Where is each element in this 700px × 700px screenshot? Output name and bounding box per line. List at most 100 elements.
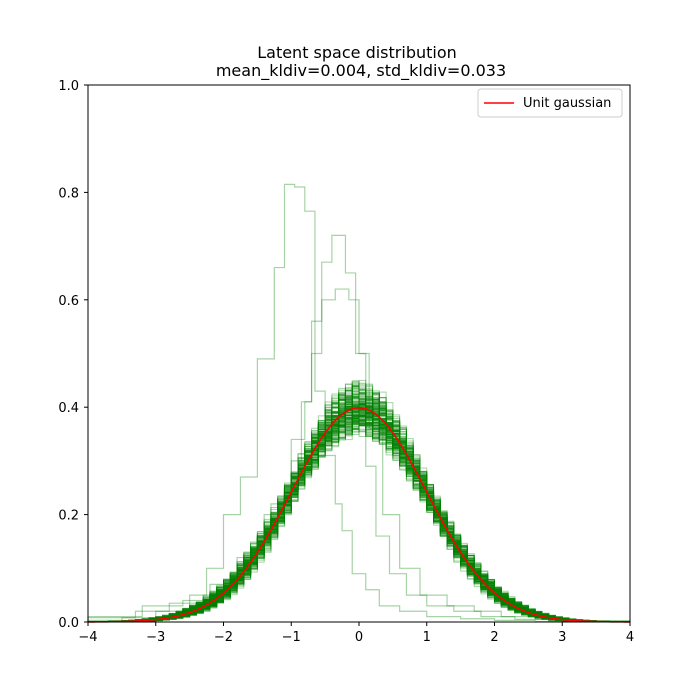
chart-title-line2: mean_kldiv=0.004, std_kldiv=0.033	[216, 61, 506, 81]
plot-area: −4 −3 −2 −1 0 1 2 3 4 0.0 0.2 0.4 0.6 0.8 1.0	[58, 79, 634, 645]
bundle-histogram	[87, 407, 631, 623]
bundle-histogram	[87, 409, 631, 623]
bundle-histogram	[87, 409, 631, 623]
bundle-histogram	[87, 405, 631, 623]
bundle-histogram	[87, 400, 631, 623]
bundle-histogram	[87, 387, 631, 623]
bundle-histogram	[87, 421, 631, 623]
bundle-histogram	[87, 408, 631, 623]
bundle-histogram	[87, 388, 631, 623]
bundle-histogram	[87, 414, 631, 623]
bundle-histogram	[87, 391, 631, 623]
y-tick-label: 0.6	[58, 294, 79, 309]
bundle-histogram	[87, 418, 631, 623]
axes-background	[88, 85, 630, 622]
bundle-histogram	[87, 410, 631, 623]
x-tick-label: 3	[558, 630, 566, 645]
bundle-histogram	[87, 408, 631, 623]
bundle-histogram	[87, 416, 631, 623]
bundle-histogram	[87, 413, 631, 623]
bundle-histogram	[87, 406, 631, 623]
bundle-histogram	[87, 408, 631, 623]
bundle-histogram	[87, 403, 631, 623]
bundle-histogram	[87, 401, 631, 623]
bundle-histogram	[87, 408, 631, 623]
bundle-histogram	[87, 389, 631, 623]
y-tick-label: 1.0	[58, 79, 79, 94]
bundle-histogram	[87, 408, 631, 623]
unit-gaussian-layer	[87, 406, 631, 623]
bundle-histogram	[87, 397, 631, 623]
bundle-histogram	[87, 408, 631, 623]
bundle-histogram	[87, 406, 631, 623]
bundle-histogram	[87, 413, 631, 623]
bundle-histogram	[87, 417, 631, 623]
bundle-histogram	[87, 416, 631, 623]
bundle-histogram	[87, 418, 631, 623]
bundle-histogram	[87, 407, 631, 623]
bundle-histogram	[87, 415, 631, 623]
x-tick-label: −3	[146, 630, 165, 645]
y-tick-label: 0.8	[58, 186, 79, 201]
outlier-histograms-layer	[87, 183, 631, 623]
bundle-histogram	[87, 410, 631, 623]
bundle-histogram	[87, 406, 631, 623]
bundle-histogram	[87, 415, 631, 623]
bundle-histogram	[87, 402, 631, 623]
x-tick-label: −1	[282, 630, 301, 645]
bundle-histogram	[87, 415, 631, 623]
bundle-histogram	[87, 408, 631, 623]
bundle-histogram	[87, 406, 631, 623]
y-tick-label: 0.2	[58, 509, 79, 524]
bundle-histogram	[87, 384, 631, 623]
bundle-histogram	[87, 382, 631, 623]
bundle-histogram	[87, 404, 631, 623]
bundle-histogram	[87, 407, 631, 623]
y-tick-label: 0.0	[58, 616, 79, 631]
bundle-histogram	[87, 407, 631, 623]
bundle-histogram	[87, 406, 631, 623]
x-axis-ticks: −4 −3 −2 −1 0 1 2 3 4	[78, 622, 634, 645]
bundle-histogram	[87, 400, 631, 623]
unit-gaussian-line	[87, 406, 631, 623]
legend-box	[477, 88, 623, 118]
x-tick-label: 0	[355, 630, 363, 645]
bundle-histogram	[87, 412, 631, 623]
bundle-histogram	[87, 408, 631, 623]
bundle-histogram	[87, 407, 631, 623]
bundle-histogram	[87, 384, 631, 623]
bundle-histogram	[87, 407, 631, 623]
outlier-histogram-3	[87, 288, 631, 622]
x-tick-label: 4	[626, 630, 634, 645]
bundle-histogram	[87, 406, 631, 623]
bundle-histogram	[87, 401, 631, 623]
bundle-histogram	[87, 410, 631, 623]
bundle-histogram	[87, 403, 631, 623]
chart-title-line1: Latent space distribution	[257, 43, 457, 62]
bundle-histogram	[87, 409, 631, 623]
bundle-histogram	[87, 379, 631, 623]
bundle-histogram	[87, 407, 631, 623]
y-tick-label: 0.4	[58, 401, 79, 416]
legend: Unit gaussian	[477, 88, 623, 118]
outlier-histogram-1	[87, 183, 631, 623]
bundle-histogram	[87, 409, 631, 623]
bundle-histogram	[87, 403, 631, 623]
bundle-histogram	[87, 383, 631, 623]
bundle-histogram	[87, 383, 631, 623]
bundle-histogram	[87, 410, 631, 623]
bundle-histogram	[87, 383, 631, 623]
x-tick-label: 2	[490, 630, 498, 645]
bundle-histogram	[87, 411, 631, 623]
bundle-histogram	[87, 420, 631, 623]
y-axis-ticks: 0.0 0.2 0.4 0.6 0.8 1.0	[58, 79, 88, 631]
x-tick-label: −4	[78, 630, 97, 645]
bundle-histogram	[87, 386, 631, 623]
bundle-histogram	[87, 411, 631, 623]
bundle-histogram	[87, 411, 631, 623]
x-tick-label: 1	[423, 630, 431, 645]
bundle-histogram	[87, 383, 631, 623]
x-tick-label: −2	[214, 630, 233, 645]
bundle-histogram	[87, 420, 631, 623]
